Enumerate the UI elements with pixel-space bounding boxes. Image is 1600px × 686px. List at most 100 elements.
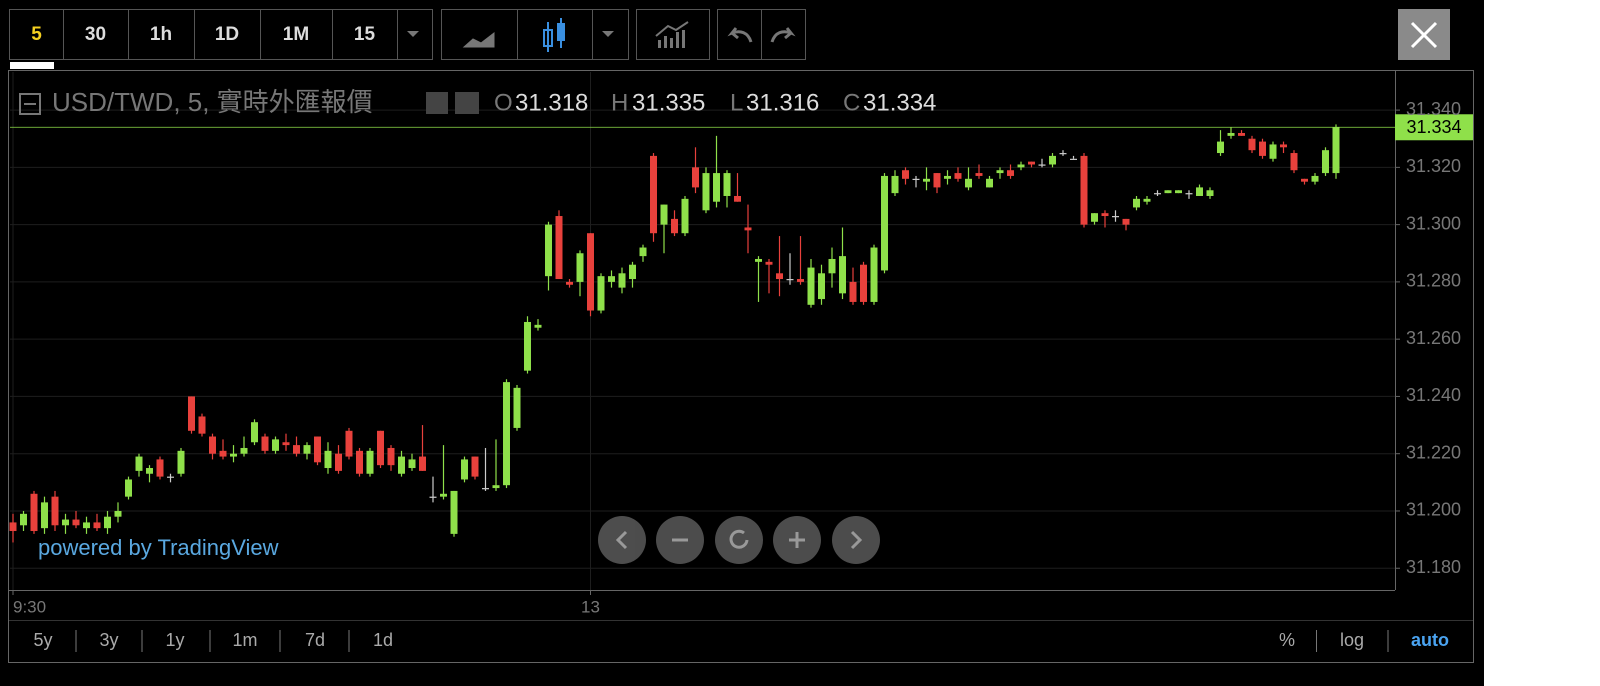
scale-option[interactable]: log [1340,630,1364,650]
y-tick-label: 31.220 [1406,442,1461,462]
interval-button[interactable]: 1D [215,24,239,45]
screen: 31.334 USD/TWD, 5, 實時外匯報價 O 31.318 H 31.… [0,0,1484,686]
candle-body [1175,190,1182,194]
scale-option[interactable]: % [1279,630,1295,650]
scale-option[interactable]: auto [1411,630,1449,650]
candle-body [587,233,594,311]
candle-body [198,416,206,434]
candle-body [398,456,405,474]
candle-body [618,273,626,288]
candle-body [576,253,584,282]
candle-type-icon[interactable] [543,18,565,52]
candle-body [9,522,17,532]
candle-body [786,279,794,281]
candle-body [765,261,773,265]
indicators-icon[interactable] [655,21,689,48]
candle-body [324,450,332,469]
candle-body [702,173,710,211]
collapse-icon[interactable] [19,93,41,115]
watermark: powered by TradingView [38,535,279,560]
candle-body [870,247,878,302]
undo-icon[interactable] [727,27,753,43]
y-tick-label: 31.240 [1406,385,1461,405]
range-button[interactable]: 1m [232,630,257,650]
candle-body [1070,158,1077,160]
y-tick-label: 31.180 [1406,557,1461,577]
range-button[interactable]: 1d [373,630,393,650]
candle-body [503,382,510,486]
candle-body [797,279,804,282]
candle-body [881,175,888,271]
candle-body [156,459,164,477]
candle-body [650,155,657,234]
y-tick-label: 31.300 [1406,213,1461,233]
eye-icon[interactable] [426,92,448,114]
type-dropdown[interactable] [602,31,614,37]
candle-body [744,227,752,231]
ohlc-value: 31.316 [746,89,819,116]
candle-body [1238,132,1245,136]
last-price-label: 31.334 [1406,117,1461,137]
candle-body [1332,127,1340,174]
candle-body [219,450,227,457]
candle-body [1290,153,1298,171]
candle-body [30,493,38,532]
interval-button[interactable]: 15 [354,24,376,45]
candle-body [303,445,311,454]
candle-body [1028,161,1035,165]
interval-button[interactable]: 5 [31,24,42,45]
scroll-left-button[interactable] [598,516,646,564]
symbol-title: USD/TWD, 5, 實時外匯報價 [52,87,373,117]
scroll-right-button[interactable] [832,516,880,564]
candle-body [891,175,899,194]
indicators-button[interactable] [636,9,710,60]
candle-body [1080,155,1088,225]
candle-body [723,173,731,196]
candle-body [230,453,237,457]
candle-body [1049,155,1056,165]
candle-body [933,173,941,188]
candle-body [492,485,500,489]
ohlc-value: 31.334 [863,89,936,116]
chart-frame [8,70,1474,663]
candle-body [62,519,69,526]
candle-body [1259,141,1266,156]
candle-body [944,175,951,179]
candle-body [272,439,279,451]
range-button[interactable]: 7d [305,630,325,650]
candle-body [818,273,825,300]
reset-button[interactable] [715,516,763,564]
candle-body [125,479,132,497]
interval-dropdown[interactable] [407,31,419,37]
interval-button[interactable]: 1M [283,24,309,45]
range-button[interactable]: 5y [33,630,52,650]
candle-body [1206,190,1214,196]
candle-body [1280,144,1287,148]
redo-icon[interactable] [770,27,796,43]
candle-body [1196,187,1203,196]
interval-button[interactable]: 30 [85,24,106,45]
candle-body [1017,164,1025,168]
candle-body [849,281,857,302]
candle-body [1133,198,1140,208]
candle-body [1311,175,1319,182]
settings-icon[interactable] [455,92,479,114]
candle-body [1185,193,1193,195]
candle-body [146,468,153,474]
candle-body [1248,138,1256,151]
candle-body [807,267,815,305]
line-type-icon[interactable] [462,31,495,48]
ohlc-label: H [611,89,628,116]
candle-body [545,224,552,277]
candle-body [114,510,122,517]
range-button[interactable]: 3y [99,630,118,650]
candle-body [965,178,972,188]
range-button[interactable]: 1y [165,630,184,650]
candle-body [282,442,290,446]
interval-button[interactable]: 1h [150,24,172,45]
candle-body [356,450,363,474]
candle-body [135,456,143,471]
candle-body [408,459,416,469]
candle-body [450,490,458,534]
candle-body [660,204,668,225]
